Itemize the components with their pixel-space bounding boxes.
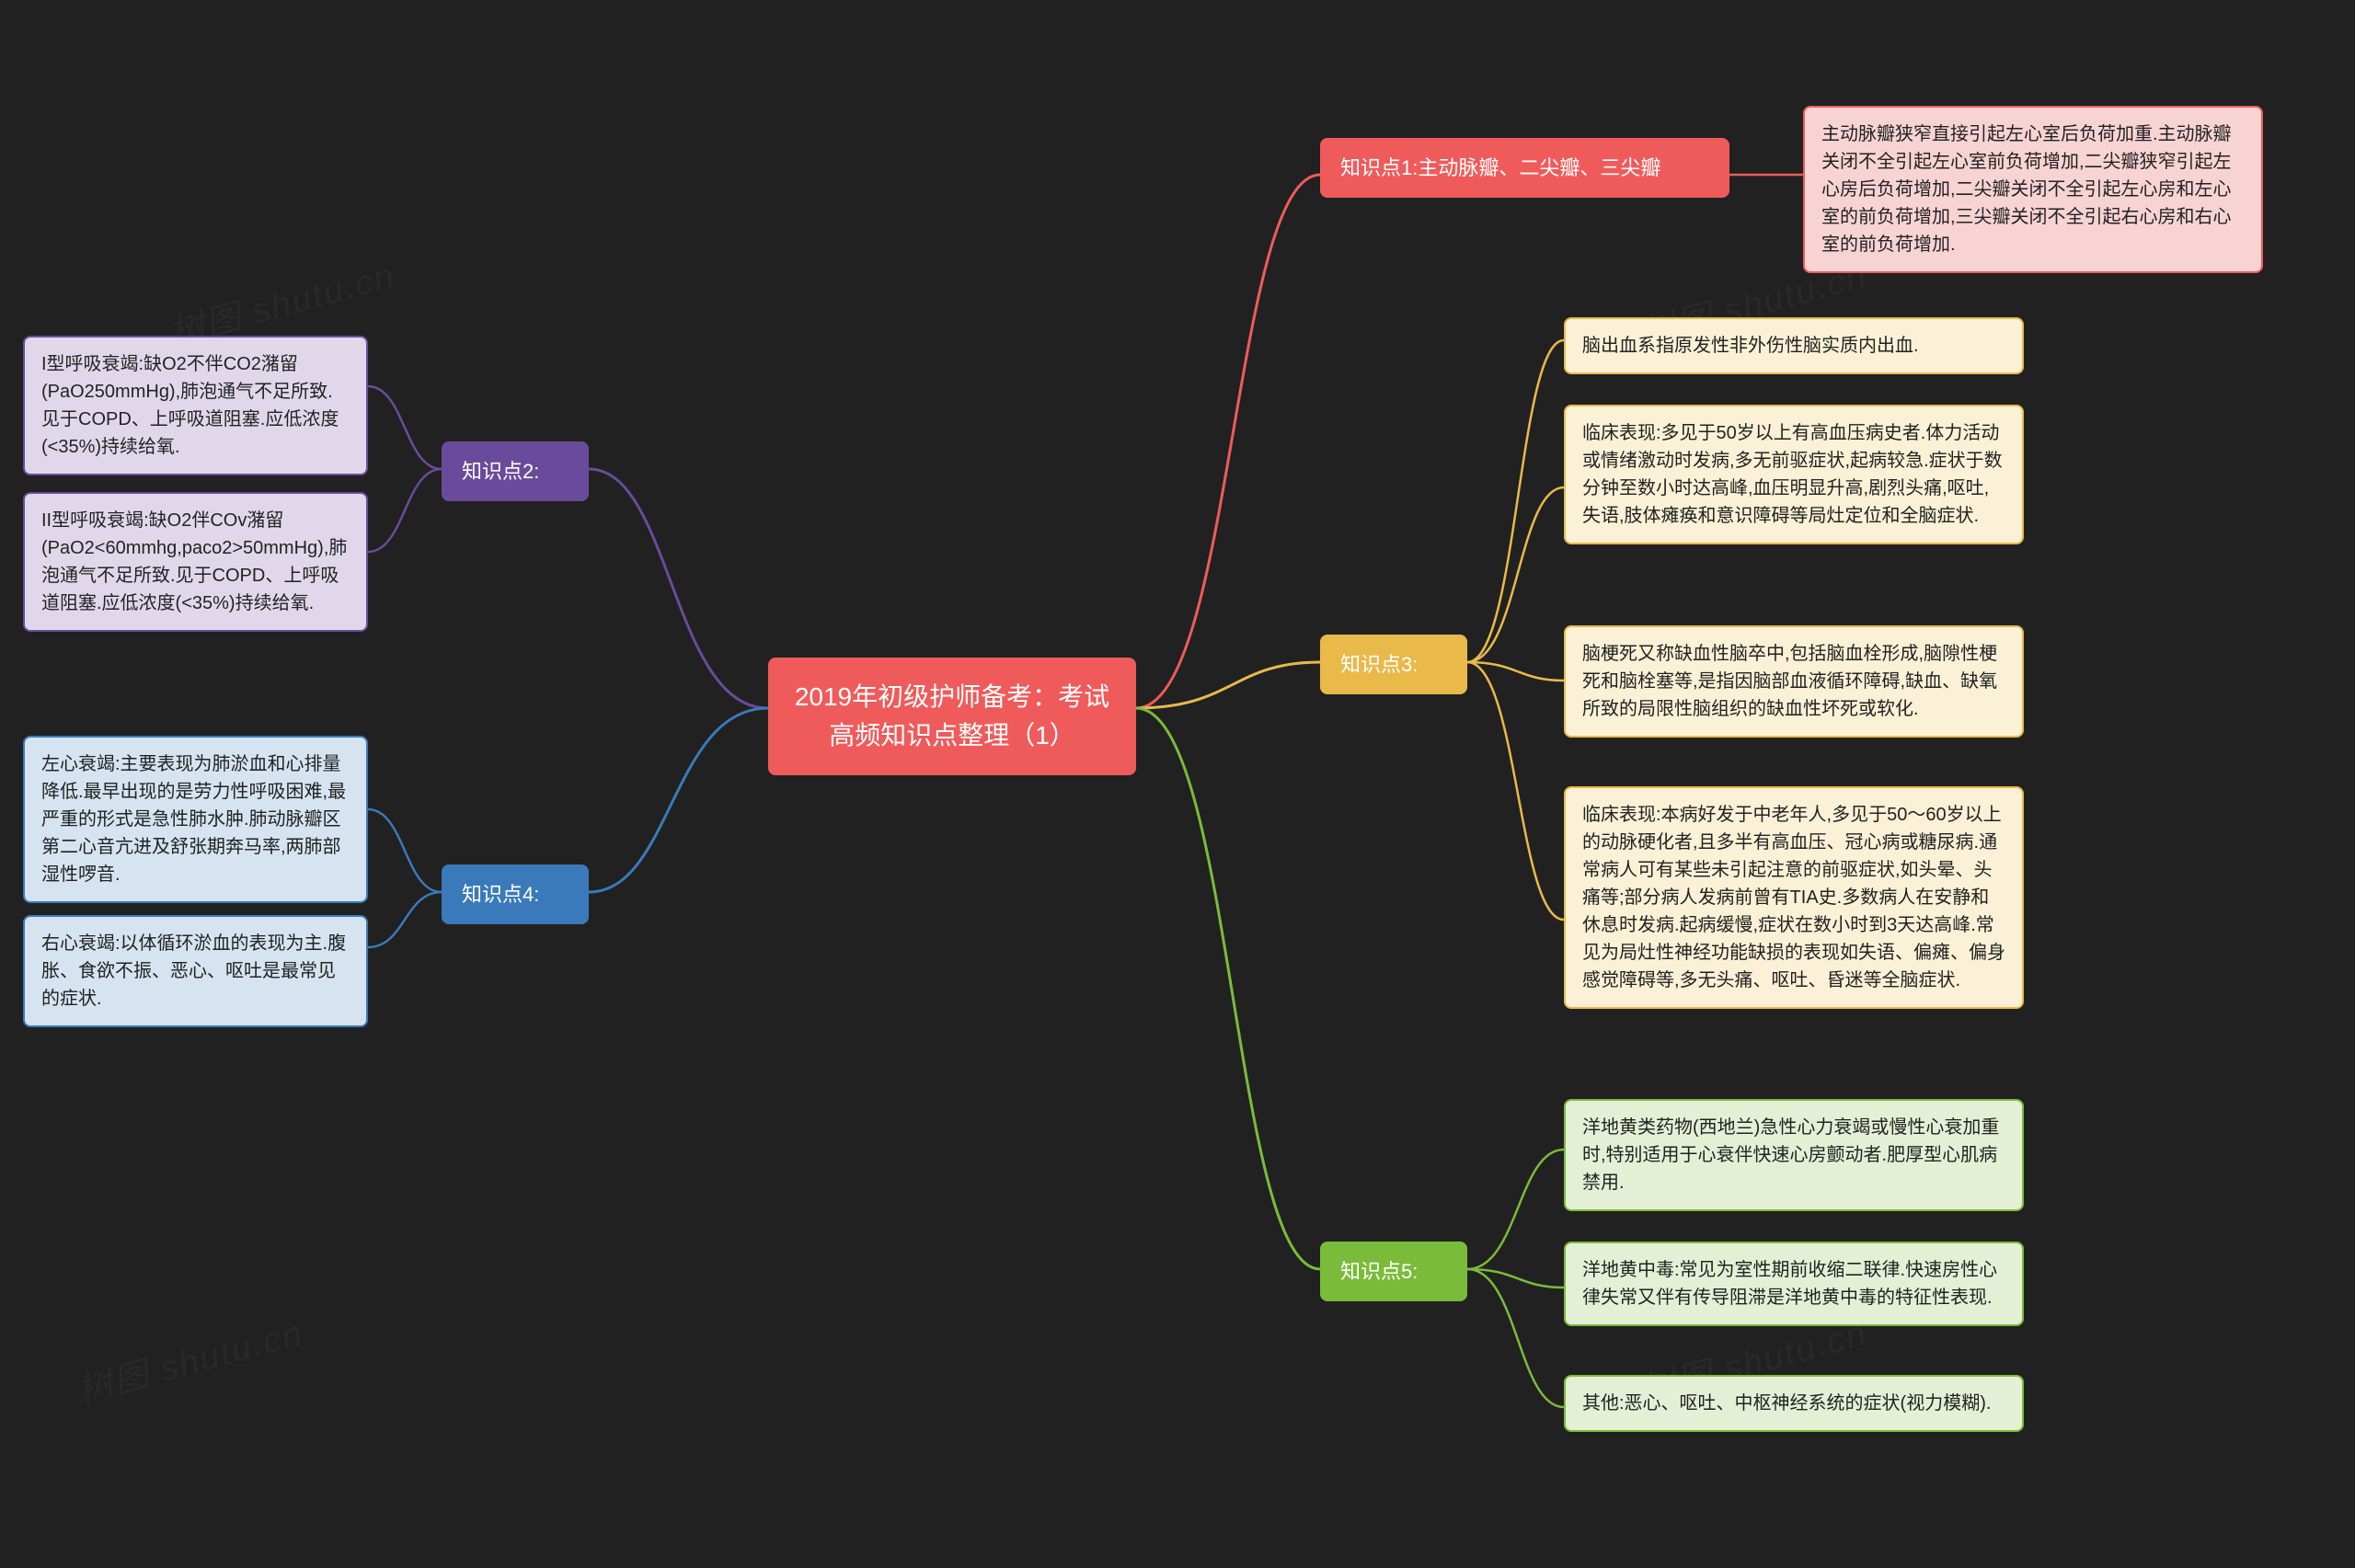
leaf-k2-0[interactable]: I型呼吸衰竭:缺O2不伴CO2潴留(PaO250mmHg),肺泡通气不足所致.见… — [23, 336, 368, 475]
leaf-text: 洋地黄中毒:常见为室性期前收缩二联律.快速房性心律失常又伴有传导阻滞是洋地黄中毒… — [1582, 1260, 1997, 1308]
leaf-k4-1[interactable]: 右心衰竭:以体循环淤血的表现为主.腹胀、食欲不振、恶心、呕吐是最常见的症状. — [23, 915, 368, 1027]
leaf-text: II型呼吸衰竭:缺O2伴COv潴留(PaO2<60mmhg,paco2>50mm… — [41, 510, 347, 613]
root-text: 2019年初级护师备考：考试高频知识点整理（1） — [795, 682, 1109, 750]
leaf-k5-1[interactable]: 洋地黄中毒:常见为室性期前收缩二联律.快速房性心律失常又伴有传导阻滞是洋地黄中毒… — [1564, 1242, 2024, 1326]
leaf-text: 左心衰竭:主要表现为肺淤血和心排量降低.最早出现的是劳力性呼吸困难,最严重的形式… — [41, 754, 346, 885]
leaf-text: 临床表现:多见于50岁以上有高血压病史者.体力活动或情绪激动时发病,多无前驱症状… — [1582, 423, 2003, 526]
leaf-k5-2[interactable]: 其他:恶心、呕吐、中枢神经系统的症状(视力模糊). — [1564, 1375, 2024, 1432]
leaf-text: 其他:恶心、呕吐、中枢神经系统的症状(视力模糊). — [1582, 1393, 1991, 1413]
leaf-k4-0[interactable]: 左心衰竭:主要表现为肺淤血和心排量降低.最早出现的是劳力性呼吸困难,最严重的形式… — [23, 736, 368, 903]
leaf-k1-0[interactable]: 主动脉瓣狭窄直接引起左心室后负荷加重.主动脉瓣关闭不全引起左心室前负荷增加,二尖… — [1803, 106, 2263, 273]
leaf-text: 主动脉瓣狭窄直接引起左心室后负荷加重.主动脉瓣关闭不全引起左心室前负荷增加,二尖… — [1821, 124, 2232, 255]
branch-k4[interactable]: 知识点4: — [442, 864, 589, 924]
leaf-text: 右心衰竭:以体循环淤血的表现为主.腹胀、食欲不振、恶心、呕吐是最常见的症状. — [41, 933, 346, 1009]
branch-k2-label: 知识点2: — [462, 460, 539, 483]
root-node[interactable]: 2019年初级护师备考：考试高频知识点整理（1） — [768, 658, 1136, 775]
leaf-k3-3[interactable]: 临床表现:本病好发于中老年人,多见于50～60岁以上的动脉硬化者,且多半有高血压… — [1564, 786, 2024, 1009]
leaf-k3-2[interactable]: 脑梗死又称缺血性脑卒中,包括脑血栓形成,脑隙性梗死和脑栓塞等,是指因脑部血液循环… — [1564, 625, 2024, 738]
branch-k4-label: 知识点4: — [462, 883, 539, 906]
leaf-text: 脑出血系指原发性非外伤性脑实质内出血. — [1582, 336, 1919, 356]
leaf-k2-1[interactable]: II型呼吸衰竭:缺O2伴COv潴留(PaO2<60mmhg,paco2>50mm… — [23, 492, 368, 632]
leaf-k3-1[interactable]: 临床表现:多见于50岁以上有高血压病史者.体力活动或情绪激动时发病,多无前驱症状… — [1564, 405, 2024, 544]
watermark: 树图 shutu.cn — [71, 1304, 308, 1413]
branch-k5[interactable]: 知识点5: — [1320, 1242, 1467, 1301]
branch-k3-label: 知识点3: — [1340, 653, 1418, 676]
leaf-text: I型呼吸衰竭:缺O2不伴CO2潴留(PaO250mmHg),肺泡通气不足所致.见… — [41, 354, 339, 457]
branch-k1[interactable]: 知识点1:主动脉瓣、二尖瓣、三尖瓣 — [1320, 138, 1729, 198]
leaf-text: 脑梗死又称缺血性脑卒中,包括脑血栓形成,脑隙性梗死和脑栓塞等,是指因脑部血液循环… — [1582, 644, 1997, 719]
branch-k1-label: 知识点1:主动脉瓣、二尖瓣、三尖瓣 — [1340, 156, 1660, 179]
branch-k5-label: 知识点5: — [1340, 1260, 1418, 1283]
leaf-k5-0[interactable]: 洋地黄类药物(西地兰)急性心力衰竭或慢性心衰加重时,特别适用于心衰伴快速心房颤动… — [1564, 1099, 2024, 1211]
branch-k2[interactable]: 知识点2: — [442, 441, 589, 501]
leaf-text: 临床表现:本病好发于中老年人,多见于50～60岁以上的动脉硬化者,且多半有高血压… — [1582, 805, 2005, 990]
branch-k3[interactable]: 知识点3: — [1320, 635, 1467, 694]
leaf-text: 洋地黄类药物(西地兰)急性心力衰竭或慢性心衰加重时,特别适用于心衰伴快速心房颤动… — [1582, 1117, 1999, 1193]
leaf-k3-0[interactable]: 脑出血系指原发性非外伤性脑实质内出血. — [1564, 317, 2024, 374]
